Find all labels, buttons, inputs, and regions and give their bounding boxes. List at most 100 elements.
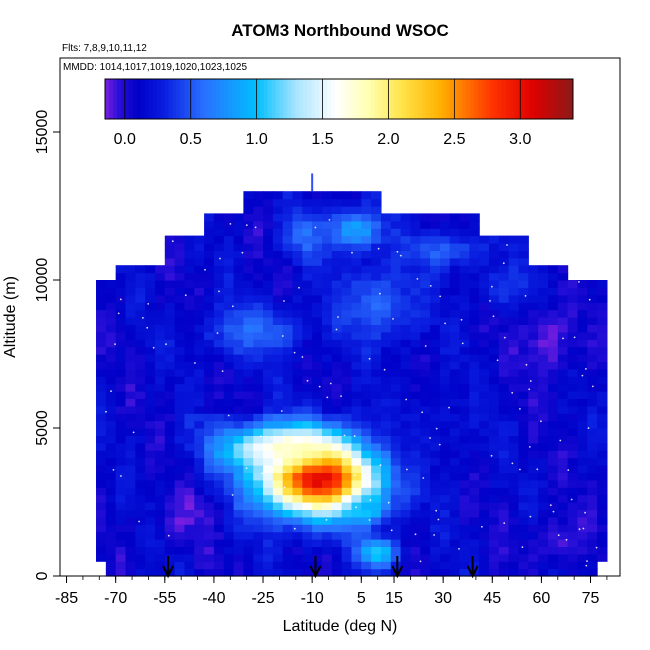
heatmap-cell — [272, 265, 284, 274]
heatmap-cell — [400, 346, 411, 355]
heatmap-cell — [135, 383, 146, 392]
heatmap-cell — [577, 494, 588, 503]
heatmap-cell — [331, 465, 343, 473]
heatmap-cell — [253, 317, 264, 325]
heatmap-cell — [154, 413, 166, 422]
heatmap-cell — [439, 376, 451, 385]
heatmap-cell — [597, 376, 608, 385]
heatmap-cell — [420, 361, 431, 370]
heatmap-cell — [479, 383, 490, 392]
heatmap-cell — [154, 339, 166, 348]
heatmap-cell — [371, 524, 382, 533]
heatmap-cell — [341, 287, 353, 296]
heatmap-cell — [105, 502, 117, 510]
sample-point — [328, 219, 331, 221]
heatmap-cell — [145, 531, 156, 540]
heatmap-cell — [204, 531, 215, 540]
heatmap-cell — [420, 413, 431, 422]
heatmap-cell — [361, 524, 372, 533]
heatmap-cell — [420, 346, 431, 355]
heatmap-cell — [213, 420, 225, 429]
heatmap-cell — [430, 250, 441, 259]
heatmap-cell — [164, 339, 176, 348]
heatmap-cell — [263, 383, 274, 392]
heatmap-cell — [361, 354, 372, 362]
heatmap-cell — [371, 265, 382, 274]
heatmap-cell — [135, 391, 146, 399]
heatmap-cell — [184, 450, 195, 459]
heatmap-cell — [430, 324, 441, 333]
heatmap-cell — [135, 376, 146, 385]
heatmap-cell — [115, 331, 127, 340]
heatmap-cell — [145, 568, 156, 577]
heatmap-cell — [400, 487, 411, 496]
heatmap-cell — [96, 420, 107, 429]
colorbar-segment — [196, 79, 201, 119]
heatmap-cell — [538, 546, 549, 555]
heatmap-cell — [164, 553, 176, 562]
heatmap-cell — [96, 435, 107, 444]
heatmap-cell — [587, 302, 598, 311]
sample-point — [438, 443, 441, 446]
sample-point — [491, 285, 493, 288]
heatmap-cell — [459, 428, 470, 436]
heatmap-cell — [213, 368, 225, 377]
heatmap-cell — [233, 331, 244, 340]
heatmap-cell — [557, 502, 569, 510]
heatmap-cell — [390, 398, 402, 407]
heatmap-cell — [253, 435, 264, 444]
heatmap-cell — [135, 346, 146, 355]
heatmap-cell — [489, 509, 500, 518]
heatmap-cell — [351, 243, 362, 251]
sample-point — [377, 247, 380, 250]
heatmap-cell — [341, 280, 353, 288]
heatmap-cell — [135, 294, 146, 303]
heatmap-cell — [430, 435, 441, 444]
heatmap-cell — [145, 302, 156, 311]
sample-point — [368, 519, 371, 521]
sample-point — [325, 519, 328, 521]
heatmap-cell — [420, 383, 431, 392]
heatmap-cell — [479, 272, 490, 281]
heatmap-cell — [557, 398, 569, 407]
heatmap-cell — [597, 339, 608, 348]
heatmap-cell — [115, 509, 127, 518]
heatmap-cell — [390, 391, 402, 399]
heatmap-cell — [439, 228, 451, 237]
heatmap-cell — [96, 524, 107, 533]
heatmap-cell — [459, 435, 470, 444]
sample-point — [552, 510, 555, 513]
heatmap-cell — [489, 502, 500, 510]
heatmap-cell — [331, 516, 343, 525]
heatmap-cell — [469, 280, 480, 288]
heatmap-cell — [154, 494, 166, 503]
heatmap-cell — [164, 435, 176, 444]
chart-subtitle-flights: Flts: 7,8,9,10,11,12 — [62, 43, 147, 54]
heatmap-cell — [233, 391, 244, 399]
heatmap-cell — [459, 383, 470, 392]
heatmap-cell — [430, 524, 441, 533]
colorbar-segment — [172, 79, 177, 119]
heatmap-cell — [321, 302, 333, 311]
heatmap-cell — [489, 531, 500, 540]
heatmap-cell — [459, 228, 470, 237]
heatmap-cell — [430, 346, 441, 355]
heatmap-cell — [125, 479, 136, 488]
heatmap-cell — [194, 398, 205, 407]
heatmap-cell — [420, 442, 431, 451]
heatmap-cell — [253, 198, 264, 207]
heatmap-cell — [233, 420, 244, 429]
heatmap-cell — [390, 413, 402, 422]
heatmap-cell — [538, 457, 549, 466]
heatmap-cell — [361, 339, 372, 348]
heatmap-cell — [233, 228, 244, 237]
heatmap-cell — [400, 509, 411, 518]
sample-point — [165, 343, 167, 346]
heatmap-cell — [125, 294, 136, 303]
sample-point — [241, 251, 244, 254]
heatmap-cell — [597, 531, 608, 540]
heatmap-cell — [184, 339, 195, 348]
heatmap-cell — [331, 368, 343, 377]
heatmap-cell — [538, 487, 549, 496]
heatmap-cell — [557, 287, 569, 296]
